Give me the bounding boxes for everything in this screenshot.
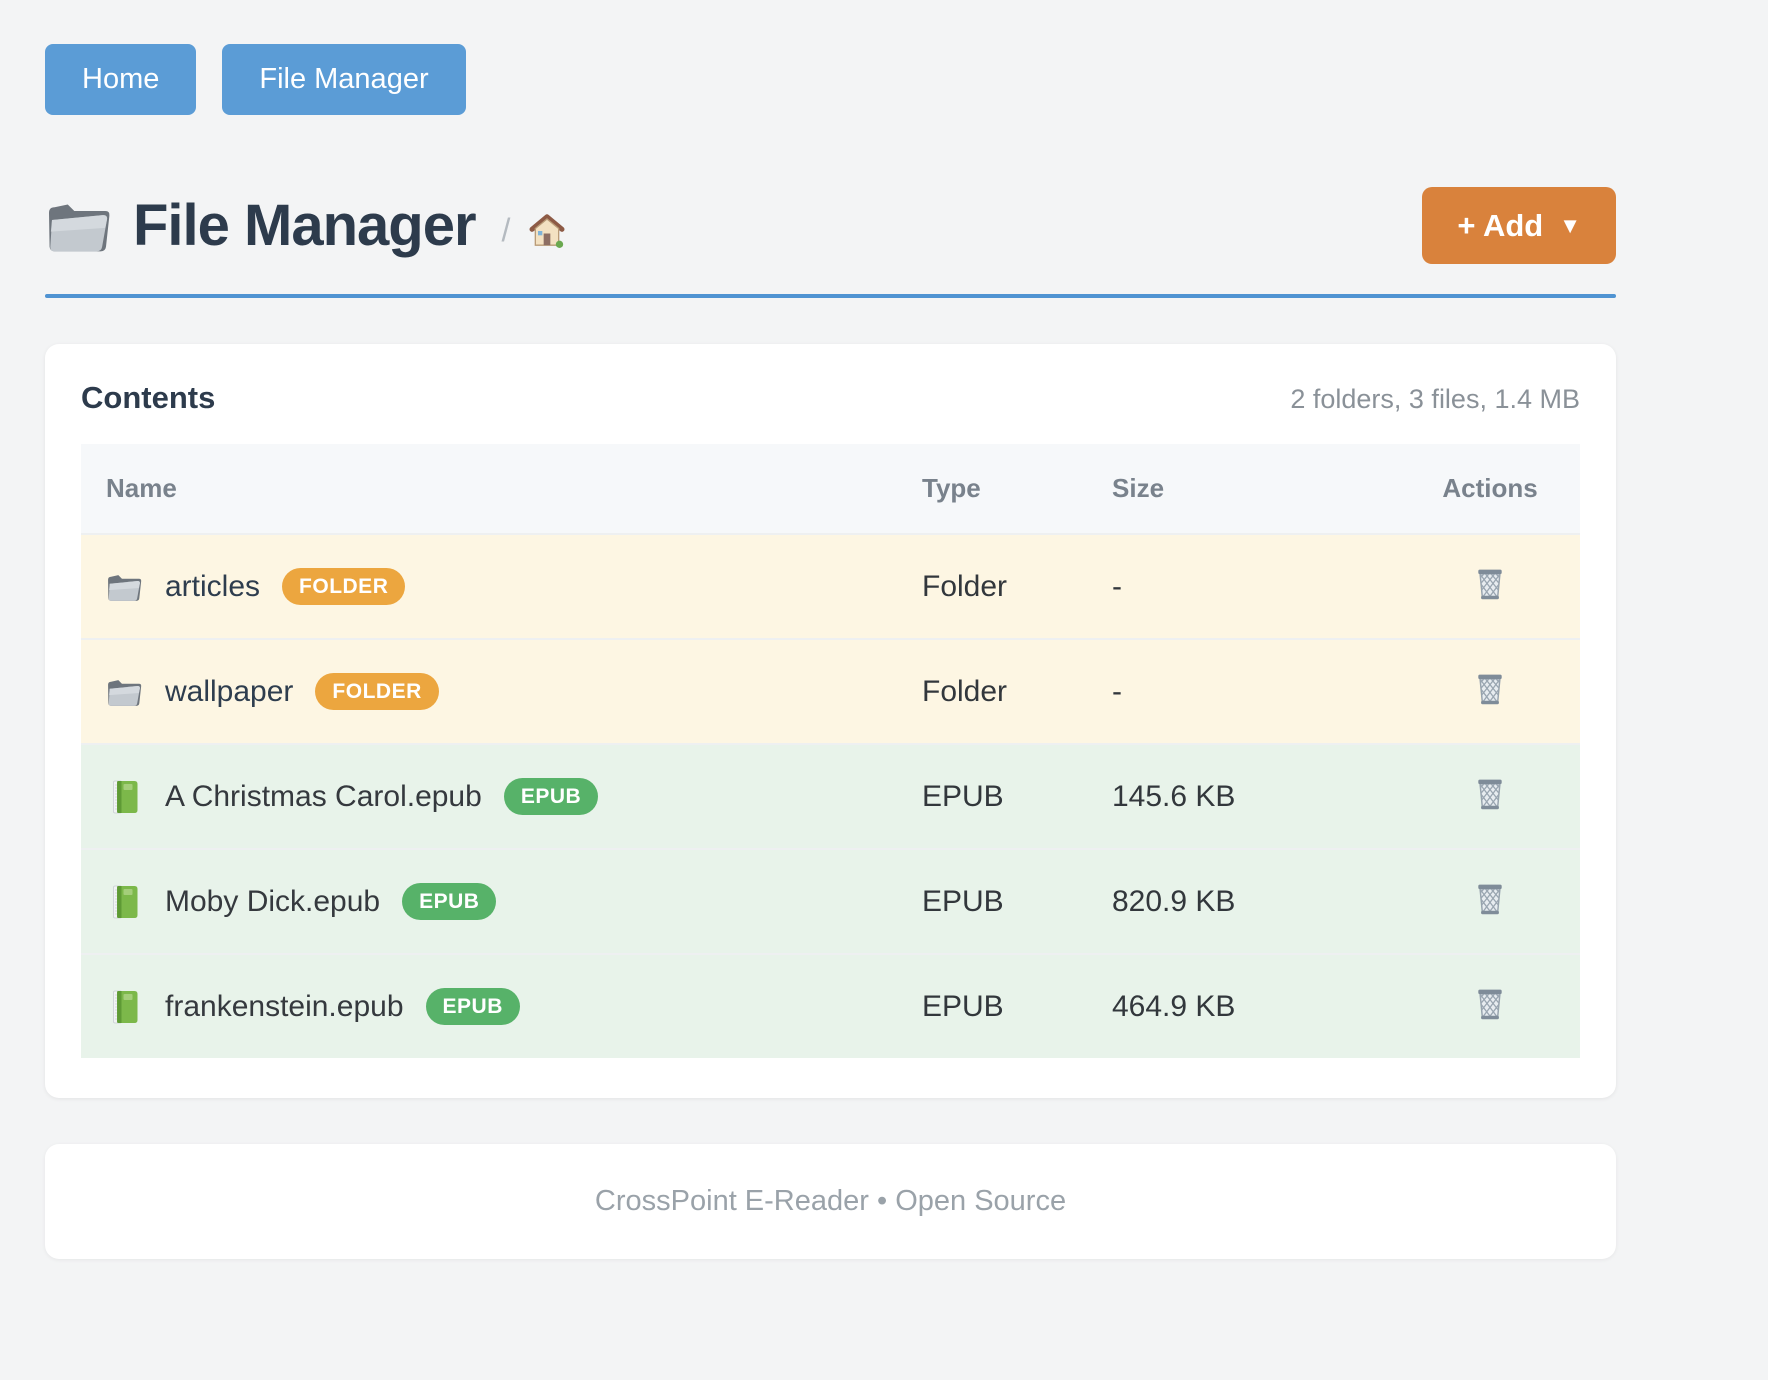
- folder-link[interactable]: wallpaper: [165, 674, 294, 708]
- card-summary: 2 folders, 3 files, 1.4 MB: [1290, 384, 1580, 414]
- type-badge: EPUB: [503, 778, 599, 815]
- house-icon[interactable]: [526, 211, 568, 251]
- trash-icon: [1472, 884, 1508, 921]
- file-link[interactable]: Moby Dick.epub: [165, 884, 381, 918]
- type-badge: EPUB: [425, 988, 520, 1025]
- name-cell: Moby Dick.epub EPUB: [81, 849, 922, 954]
- type-cell: Folder: [922, 674, 1008, 708]
- divider-rule: [45, 294, 1616, 298]
- type-badge: EPUB: [402, 883, 497, 920]
- file-manager-button[interactable]: File Manager: [222, 44, 466, 115]
- table-header-row: Name Type Size Actions: [81, 444, 1580, 534]
- trash-icon: [1472, 779, 1508, 816]
- table-row: frankenstein.epub EPUB EPUB 464.9 KB: [81, 954, 1580, 1058]
- delete-button[interactable]: [1472, 775, 1508, 813]
- footer-card: CrossPoint E-Reader • Open Source: [45, 1144, 1616, 1259]
- type-cell: EPUB: [922, 779, 1004, 813]
- file-link[interactable]: frankenstein.epub: [165, 989, 404, 1023]
- name-cell: frankenstein.epub EPUB: [81, 954, 922, 1058]
- card-head: Contents 2 folders, 3 files, 1.4 MB: [81, 380, 1580, 416]
- column-header-size: Size: [1112, 444, 1400, 534]
- page-header: File Manager / + Add ▼: [45, 187, 1616, 264]
- contents-card: Contents 2 folders, 3 files, 1.4 MB Name…: [45, 344, 1616, 1098]
- type-badge: FOLDER: [315, 673, 439, 710]
- table-row: A Christmas Carol.epub EPUB EPUB 145.6 KB: [81, 744, 1580, 849]
- trash-icon: [1472, 989, 1508, 1026]
- size-cell: 145.6 KB: [1112, 779, 1236, 813]
- actions-cell: [1400, 744, 1580, 849]
- size-cell: -: [1112, 569, 1122, 603]
- type-badge: FOLDER: [282, 568, 406, 605]
- table-row: articles FOLDER Folder -: [81, 534, 1580, 639]
- name-cell: A Christmas Carol.epub EPUB: [81, 744, 922, 849]
- column-header-actions: Actions: [1400, 444, 1580, 534]
- caret-down-icon: ▼: [1559, 212, 1581, 238]
- actions-cell: [1400, 534, 1580, 639]
- size-cell: 820.9 KB: [1112, 884, 1236, 918]
- name-cell: articles FOLDER: [81, 534, 922, 639]
- delete-button[interactable]: [1472, 670, 1508, 708]
- type-cell: Folder: [922, 569, 1008, 603]
- folder-link[interactable]: articles: [165, 569, 261, 603]
- file-link[interactable]: A Christmas Carol.epub: [165, 779, 482, 813]
- top-nav: Home File Manager: [45, 44, 1616, 115]
- footer-text: CrossPoint E-Reader • Open Source: [594, 1185, 1067, 1217]
- actions-cell: [1400, 954, 1580, 1058]
- trash-icon: [1472, 569, 1508, 606]
- type-cell: EPUB: [922, 989, 1004, 1023]
- actions-cell: [1400, 849, 1580, 954]
- table-row: Moby Dick.epub EPUB EPUB 820.9 KB: [81, 849, 1580, 954]
- table-row: wallpaper FOLDER Folder -: [81, 639, 1580, 744]
- card-title: Contents: [81, 380, 216, 415]
- title-wrap: File Manager /: [45, 192, 568, 259]
- folder-icon: [106, 674, 143, 710]
- type-cell: EPUB: [922, 884, 1004, 918]
- page: Home File Manager File Manager /: [45, 44, 1616, 1259]
- delete-button[interactable]: [1472, 880, 1508, 918]
- name-cell: wallpaper FOLDER: [81, 639, 922, 744]
- file-table: Name Type Size Actions articles FOLDER Fol…: [81, 444, 1580, 1058]
- delete-button[interactable]: [1472, 565, 1508, 603]
- breadcrumb-separator: /: [501, 212, 511, 248]
- size-cell: 464.9 KB: [1112, 989, 1236, 1023]
- trash-icon: [1472, 674, 1508, 711]
- column-header-name: Name: [81, 444, 922, 534]
- book-icon: [106, 779, 143, 815]
- size-cell: -: [1112, 674, 1122, 708]
- actions-cell: [1400, 639, 1580, 744]
- add-button-label: + Add: [1457, 208, 1544, 243]
- folder-icon: [45, 196, 113, 256]
- delete-button[interactable]: [1472, 985, 1508, 1023]
- page-title: File Manager: [133, 193, 477, 258]
- home-button[interactable]: Home: [45, 44, 197, 115]
- add-button[interactable]: + Add ▼: [1422, 187, 1616, 264]
- book-icon: [106, 884, 143, 920]
- folder-icon: [106, 569, 143, 605]
- column-header-type: Type: [922, 444, 1112, 534]
- book-icon: [106, 989, 143, 1025]
